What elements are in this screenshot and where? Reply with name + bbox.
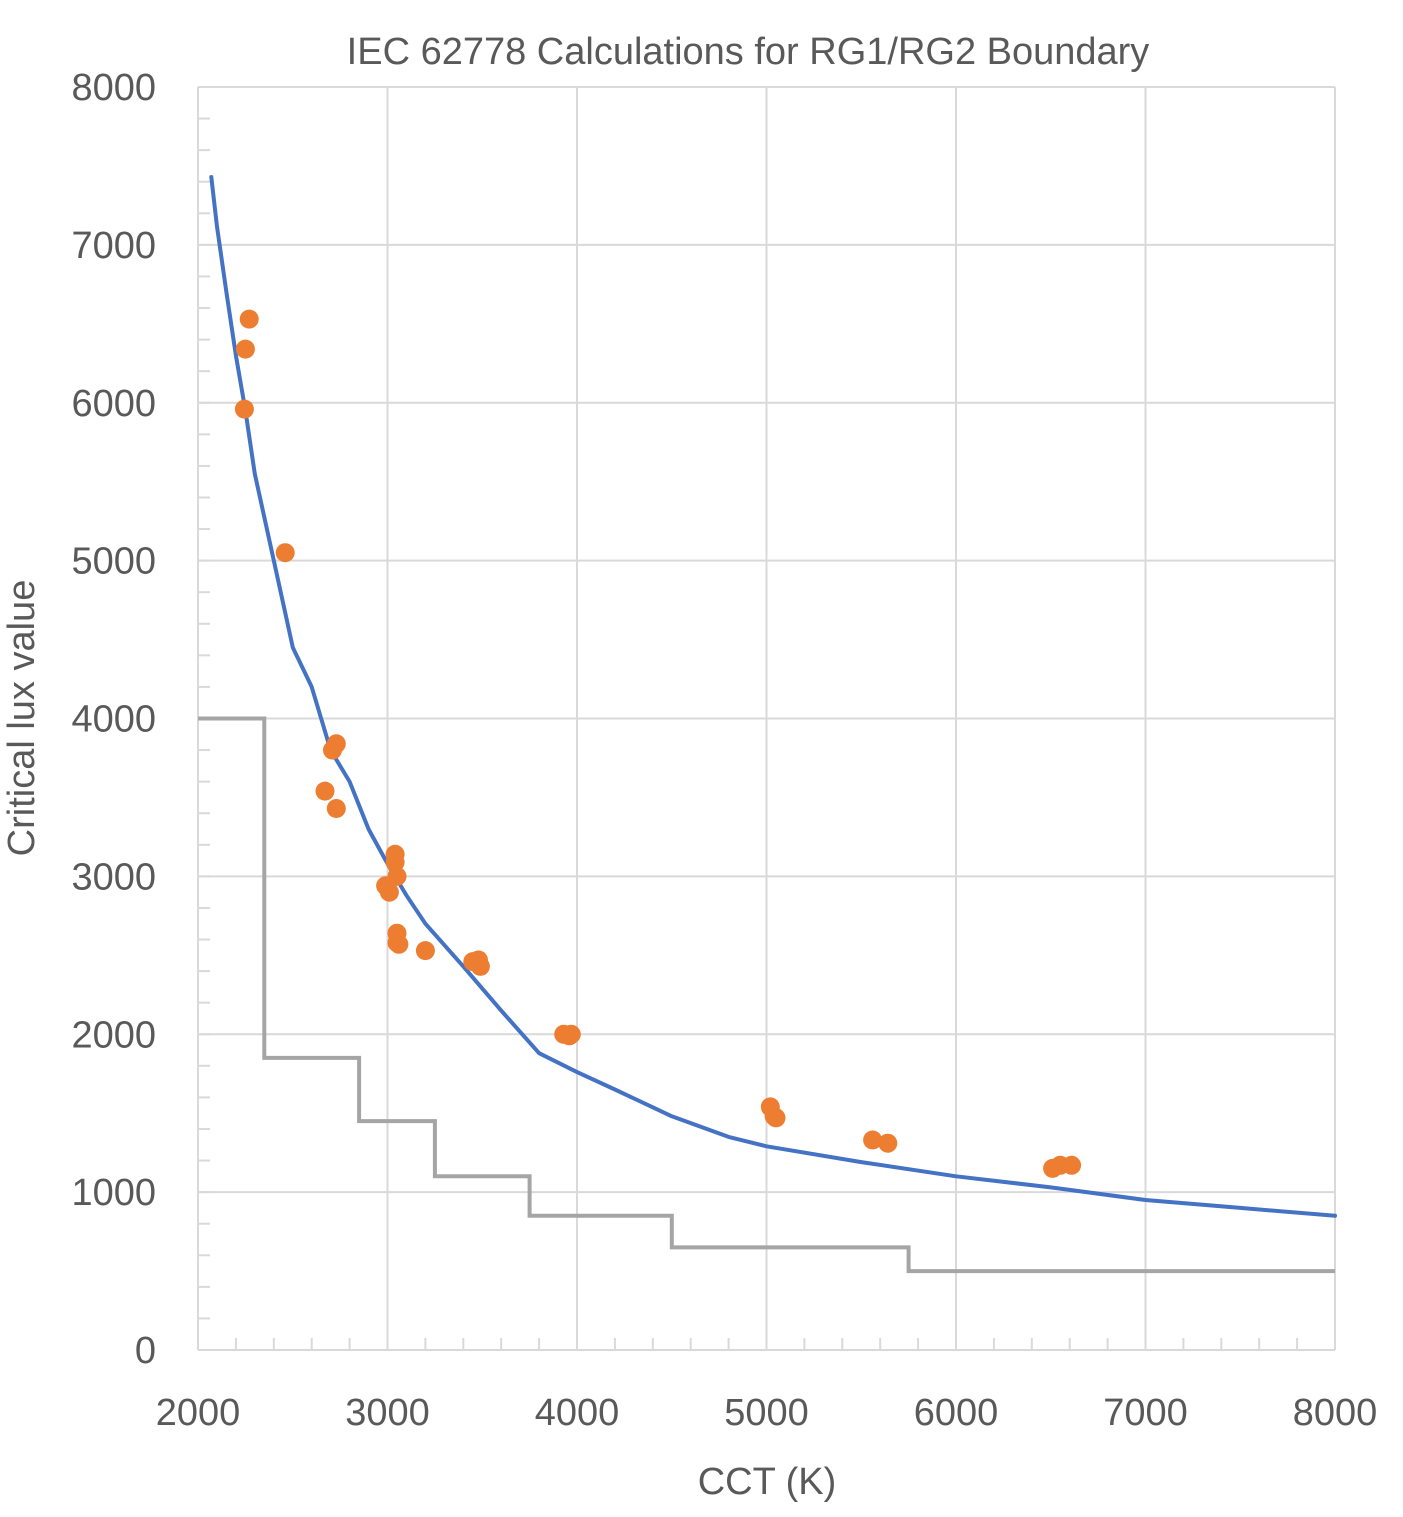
data-point — [315, 781, 335, 801]
chart-title: IEC 62778 Calculations for RG1/RG2 Bound… — [347, 31, 1150, 73]
data-point — [235, 339, 255, 359]
data-point — [878, 1133, 898, 1153]
y-tick-label: 2000 — [71, 1014, 156, 1056]
x-tick-label: 5000 — [724, 1392, 809, 1434]
step-boundary-line — [198, 716, 1335, 1274]
data-point — [561, 1024, 581, 1044]
x-tick-label: 6000 — [914, 1392, 999, 1434]
data-point — [323, 740, 342, 760]
y-tick-label: 7000 — [71, 225, 156, 267]
data-point — [385, 852, 405, 872]
x-tick-label: 2000 — [156, 1392, 241, 1434]
x-tick-label: 4000 — [535, 1392, 620, 1434]
grid — [198, 86, 1336, 1350]
y-tick-label: 5000 — [71, 541, 156, 583]
data-point — [389, 934, 409, 954]
x-axis-label: CCT (K) — [698, 1461, 837, 1503]
y-tick-label: 1000 — [71, 1172, 156, 1214]
x-tick-label: 7000 — [1103, 1392, 1188, 1434]
data-point — [470, 956, 490, 976]
data-point — [415, 941, 435, 961]
y-tick-label: 4000 — [71, 699, 156, 741]
data-point — [766, 1108, 786, 1128]
x-tick-label: 8000 — [1293, 1392, 1378, 1434]
tick-labels: 2000 3000 4000 5000 6000 7000 8000 0 1000 2000 300… — [71, 67, 1377, 1434]
y-tick-label: 8000 — [71, 67, 156, 109]
critical-lux-curve — [209, 175, 1337, 1218]
minor-ticks — [198, 117, 1299, 1350]
y-tick-label: 0 — [135, 1330, 156, 1372]
y-tick-label: 3000 — [71, 856, 156, 898]
x-tick-label: 3000 — [345, 1392, 430, 1434]
data-point — [275, 543, 295, 563]
y-tick-label: 6000 — [71, 383, 156, 425]
data-point — [863, 1130, 883, 1150]
y-axis-label: Critical lux value — [1, 580, 43, 857]
series — [198, 175, 1337, 1274]
data-point — [326, 799, 346, 818]
data-point — [239, 309, 259, 329]
data-point — [379, 882, 399, 902]
data-point — [1062, 1155, 1082, 1175]
data-point — [234, 399, 254, 419]
